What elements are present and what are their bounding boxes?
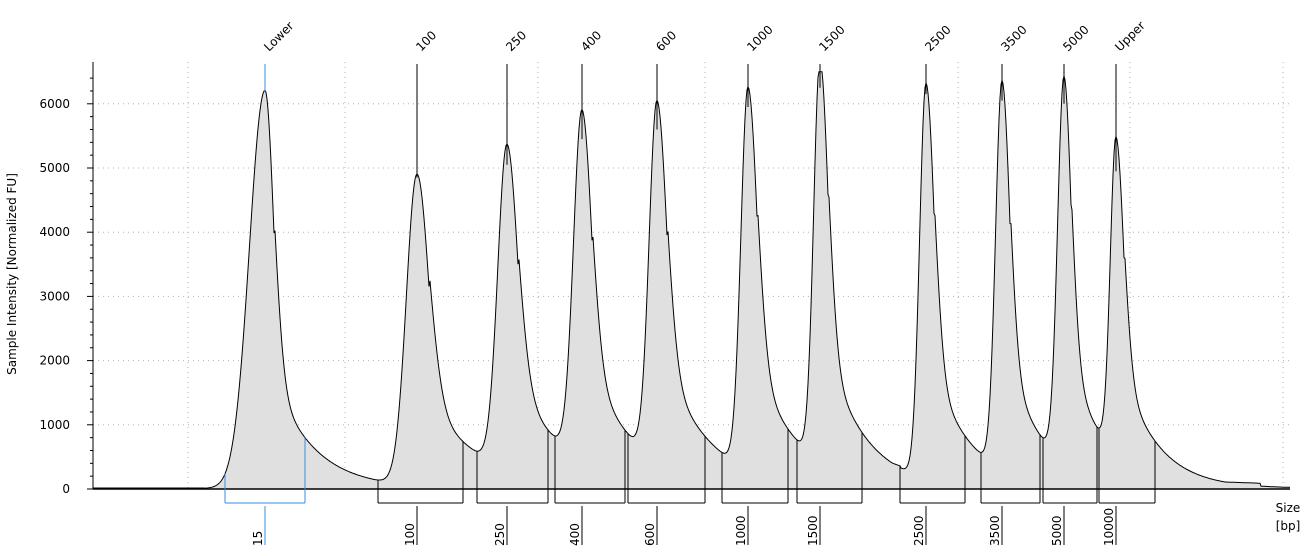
peak-label-10: Upper xyxy=(1112,18,1148,54)
peak-label-5: 1000 xyxy=(744,23,775,54)
y-tick-label-5000: 5000 xyxy=(39,161,70,175)
size-label-3: 400 xyxy=(568,523,582,546)
size-label-7: 2500 xyxy=(912,515,926,546)
size-label-1: 100 xyxy=(403,523,417,546)
y-tick-label-2000: 2000 xyxy=(39,354,70,368)
y-axis-title: Sample Intensity [Normalized FU] xyxy=(5,173,19,375)
trace-fill xyxy=(93,71,1290,489)
peak-bracket-4 xyxy=(627,433,706,504)
peak-label-6: 1500 xyxy=(816,23,847,54)
peak-bracket-10 xyxy=(1098,428,1156,504)
y-axis: 0 1000 2000 3000 4000 5000 6000 xyxy=(39,62,94,496)
peak-bracket-9 xyxy=(1042,426,1098,504)
size-label-2: 250 xyxy=(493,523,507,546)
size-label-6: 1500 xyxy=(806,515,820,546)
size-label-4: 600 xyxy=(643,523,657,546)
size-label-5: 1000 xyxy=(734,515,748,546)
peak-label-3: 400 xyxy=(578,28,604,54)
y-tick-label-4000: 4000 xyxy=(39,225,70,239)
y-tick-label-0: 0 xyxy=(62,482,70,496)
peak-label-4: 600 xyxy=(653,28,679,54)
peak-label-1: 100 xyxy=(413,28,439,54)
peak-bracket-0 xyxy=(224,437,306,504)
size-label-9: 5000 xyxy=(1050,515,1064,546)
y-tick-label-1000: 1000 xyxy=(39,418,70,432)
peak-bracket-6 xyxy=(796,432,863,504)
peak-bracket-1 xyxy=(377,441,464,504)
peak-bracket-2 xyxy=(476,429,549,504)
y-tick-label-3000: 3000 xyxy=(39,289,70,303)
peak-label-9: 5000 xyxy=(1060,23,1091,54)
peak-bracket-8 xyxy=(980,434,1041,504)
size-label-0: 15 xyxy=(251,531,265,546)
x-axis-title-line1: Size xyxy=(1276,501,1301,515)
peak-bracket-5 xyxy=(721,428,789,504)
y-tick-label-6000: 6000 xyxy=(39,97,70,111)
peak-label-7: 2500 xyxy=(922,23,953,54)
size-label-8: 3500 xyxy=(988,515,1002,546)
peak-bracket-7 xyxy=(899,435,966,504)
size-label-10: 10000 xyxy=(1102,508,1116,546)
peak-label-8: 3500 xyxy=(998,23,1029,54)
peak-bracket-3 xyxy=(554,430,626,504)
x-axis-title-line2: [bp] xyxy=(1276,519,1301,533)
trace-line xyxy=(93,71,1291,489)
peak-label-0: Lower xyxy=(261,19,296,54)
peak-label-2: 250 xyxy=(503,28,529,54)
